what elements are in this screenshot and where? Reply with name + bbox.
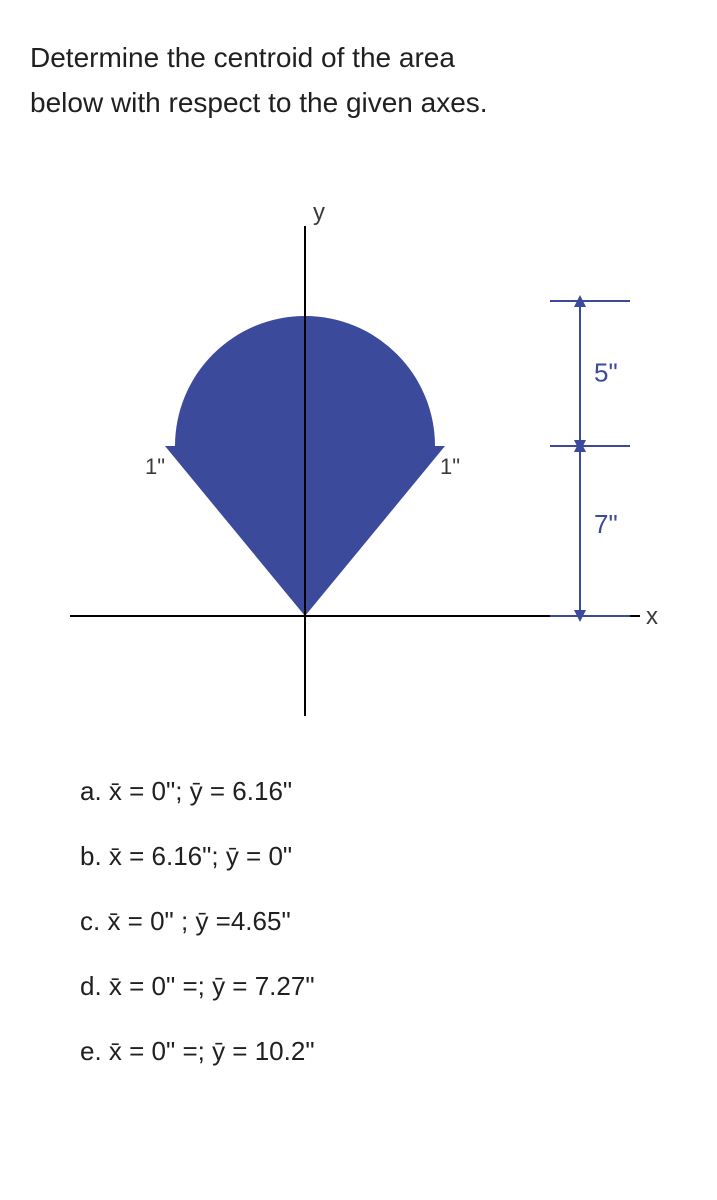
- svg-text:5": 5": [594, 357, 618, 387]
- centroid-figure: y x 1" 1" 5" 7": [40, 186, 680, 736]
- answer-choices: a. x̄ = 0"; ȳ = 6.16" b. x̄ = 6.16"; ȳ =…: [30, 776, 687, 1067]
- question-line2: below with respect to the given axes.: [30, 87, 488, 118]
- choice-b: b. x̄ = 6.16"; ȳ = 0": [80, 841, 687, 872]
- choice-a: a. x̄ = 0"; ȳ = 6.16": [80, 776, 687, 807]
- question-prompt: Determine the centroid of the area below…: [30, 36, 687, 126]
- svg-text:x: x: [646, 603, 658, 630]
- question-line1: Determine the centroid of the area: [30, 42, 455, 73]
- svg-text:1": 1": [440, 454, 460, 479]
- choice-e: e. x̄ = 0" =; ȳ = 10.2": [80, 1036, 687, 1067]
- svg-text:7": 7": [594, 509, 618, 539]
- choice-d: d. x̄ = 0" =; ȳ = 7.27": [80, 971, 687, 1002]
- choice-c: c. x̄ = 0" ; ȳ =4.65": [80, 906, 687, 937]
- svg-text:1": 1": [145, 454, 165, 479]
- svg-text:y: y: [313, 199, 325, 226]
